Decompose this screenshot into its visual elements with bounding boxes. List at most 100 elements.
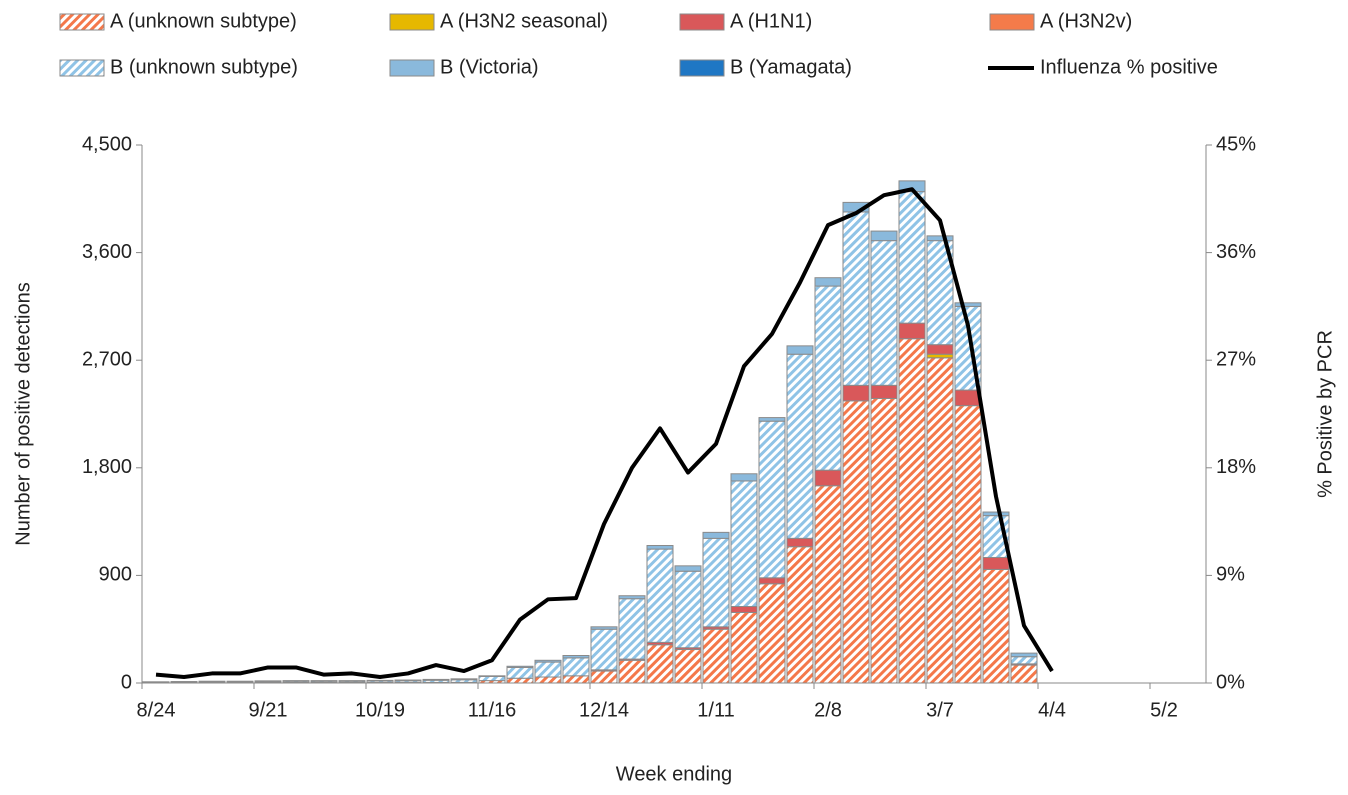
bar-segment (1010, 652, 1038, 658)
legend-swatch (59, 13, 105, 31)
bar-segment (702, 537, 730, 628)
bar-segment (422, 678, 450, 681)
x-tick-label: 5/2 (1150, 699, 1178, 721)
bar-segment (674, 570, 702, 649)
y-tick-label: 3,600 (82, 241, 132, 263)
bar-segment (450, 678, 478, 681)
bar-segment (842, 211, 870, 386)
bar-segment (842, 384, 870, 402)
bar-segment (590, 626, 618, 630)
bar-segment (814, 469, 842, 487)
y-tick-label: 1,800 (82, 456, 132, 478)
bar-segment (870, 384, 898, 399)
legend-swatch (389, 59, 435, 77)
bar-segment (366, 679, 394, 682)
legend-label: A (H1N1) (730, 10, 812, 32)
bar-segment (842, 400, 870, 684)
bar-segment (562, 655, 590, 659)
bar-segment (814, 277, 842, 287)
bar-segment (702, 628, 730, 684)
legend-label: Influenza % positive (1040, 56, 1218, 78)
bar-segment (674, 649, 702, 684)
bar-segment (618, 659, 646, 684)
bar-segment (590, 670, 618, 684)
x-tick-label: 11/16 (468, 699, 517, 721)
bar-segment (506, 677, 534, 684)
bar-segment (618, 595, 646, 600)
bar-segment (814, 285, 842, 471)
y2-tick-label: 9% (1216, 564, 1245, 586)
y2-tick-label: 45% (1216, 133, 1256, 155)
bar-segment (786, 345, 814, 355)
legend-label: A (unknown subtype) (110, 10, 297, 32)
bar-segment (478, 675, 506, 682)
bar-segment (646, 545, 674, 550)
bar-segment (954, 405, 982, 684)
y-tick-label: 4,500 (82, 133, 132, 155)
bar-segment (926, 344, 954, 355)
bar-segment (898, 322, 926, 340)
y-tick-label: 900 (99, 564, 132, 586)
x-tick-label: 1/11 (697, 699, 734, 721)
legend-swatch (389, 13, 435, 31)
bar-segment (562, 675, 590, 684)
bar-segment (1010, 656, 1038, 665)
bar-segment (730, 480, 758, 607)
bar-segment (786, 353, 814, 539)
bar-segment (758, 420, 786, 579)
legend-label: B (Yamagata) (730, 56, 852, 78)
y-tick-label: 0 (121, 671, 132, 693)
bar-segment (478, 675, 506, 677)
x-tick-label: 3/7 (926, 699, 954, 721)
x-tick-label: 4/4 (1038, 699, 1066, 721)
line (155, 187, 1054, 680)
y2-tick-label: 27% (1216, 348, 1256, 370)
bar-segment (758, 417, 786, 422)
bar-segment (982, 556, 1010, 570)
bar-segment (814, 485, 842, 684)
bar-segment (674, 565, 702, 572)
bar-segment (926, 353, 954, 359)
x-tick-label: 8/24 (137, 699, 176, 721)
bar-segment (870, 230, 898, 242)
legend-swatch (59, 59, 105, 77)
bar-segment (982, 568, 1010, 684)
bar-segment (562, 657, 590, 677)
bar-segment (590, 628, 618, 671)
bar-segment (506, 666, 534, 679)
bar-segment (702, 531, 730, 539)
x-axis-label: Week ending (616, 763, 732, 785)
legend-swatch (679, 59, 725, 77)
bar-segment (758, 583, 786, 684)
bar-segment (534, 676, 562, 684)
bar-segment (282, 680, 310, 682)
y2-axis-label: % Positive by PCR (1314, 330, 1336, 498)
bar-segment (870, 397, 898, 684)
bar-segment (926, 357, 954, 684)
bar-segment (926, 235, 954, 242)
y2-tick-label: 36% (1216, 241, 1256, 263)
y-tick-label: 2,700 (82, 348, 132, 370)
bar-segment (786, 537, 814, 548)
bar-segment (646, 644, 674, 684)
legend-label: B (unknown subtype) (110, 56, 298, 78)
legend-label: A (H3N2v) (1040, 10, 1132, 32)
bar-segment (730, 605, 758, 613)
x-tick-label: 9/21 (249, 699, 288, 721)
bar-segment (534, 661, 562, 678)
legend-label: B (Victoria) (440, 56, 539, 78)
legend-swatch (679, 13, 725, 31)
bar-segment (338, 680, 366, 682)
bar-segment (310, 680, 338, 682)
bar-segment (758, 577, 786, 585)
bar-segment (730, 611, 758, 684)
bar-segment (1010, 664, 1038, 684)
bar-segment (646, 548, 674, 643)
bar-segment (982, 511, 1010, 517)
x-tick-label: 2/8 (814, 699, 842, 721)
bar-segment (730, 473, 758, 482)
bar-segment (898, 191, 926, 324)
legend-swatch (989, 13, 1035, 31)
bar-segment (954, 302, 982, 307)
